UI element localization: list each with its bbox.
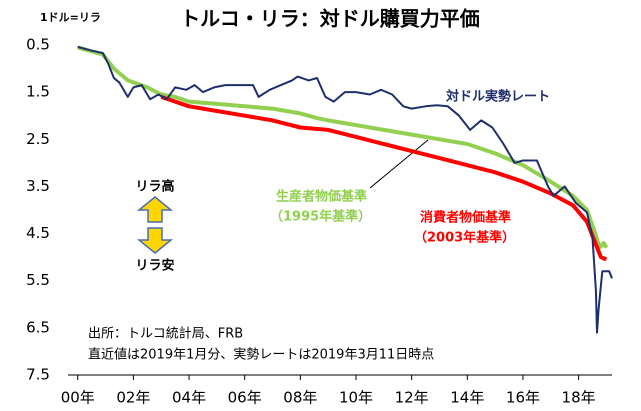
y-tick-label: 3.5 <box>26 177 50 195</box>
y-tick-label: 7.5 <box>26 366 50 384</box>
y-tick-label: 0.5 <box>26 36 50 54</box>
x-tick-label: 14年 <box>450 389 484 407</box>
source-line: 直近値は2019年1月分、実勢レートは2019年3月11日時点 <box>88 347 434 363</box>
x-tick-label: 00年 <box>61 389 95 407</box>
down-arrow <box>136 227 174 254</box>
down-label: リラ安 <box>135 258 174 274</box>
series-label: 対ドル実勢レート <box>445 89 550 105</box>
series-sublabel: （2003年基準） <box>414 230 515 246</box>
chart-title: トルコ・リラ：対ドル購買力平価 <box>180 7 480 31</box>
x-tick-label: 18年 <box>562 389 596 407</box>
up-arrow <box>136 196 174 223</box>
up-label: リラ高 <box>135 179 174 195</box>
y-unit-label: 1ドル=リラ <box>40 11 101 24</box>
direction-arrows <box>136 196 174 254</box>
source-line: 出所：トルコ統計局、FRB <box>88 326 243 342</box>
series-sublabel: （1995年基準） <box>270 209 371 225</box>
series-label: 生産者物価基準 <box>276 189 367 205</box>
y-tick-label: 5.5 <box>26 271 50 289</box>
y-tick-label: 1.5 <box>26 83 50 101</box>
x-tick-label: 04年 <box>172 389 206 407</box>
y-tick-label: 2.5 <box>26 130 50 148</box>
series-label: 消費者物価基準 <box>420 210 511 226</box>
y-tick-label: 6.5 <box>26 318 50 336</box>
series-line <box>77 45 613 334</box>
x-tick-label: 08年 <box>283 389 317 407</box>
x-tick-label: 02年 <box>116 389 150 407</box>
pointer-line <box>369 139 429 189</box>
x-tick-label: 10年 <box>339 389 373 407</box>
y-tick-label: 4.5 <box>26 224 50 242</box>
x-tick-label: 12年 <box>395 389 429 407</box>
x-tick-label: 06年 <box>228 389 262 407</box>
series-line <box>160 95 608 262</box>
series-line <box>77 45 609 250</box>
x-tick-label: 16年 <box>506 389 540 407</box>
